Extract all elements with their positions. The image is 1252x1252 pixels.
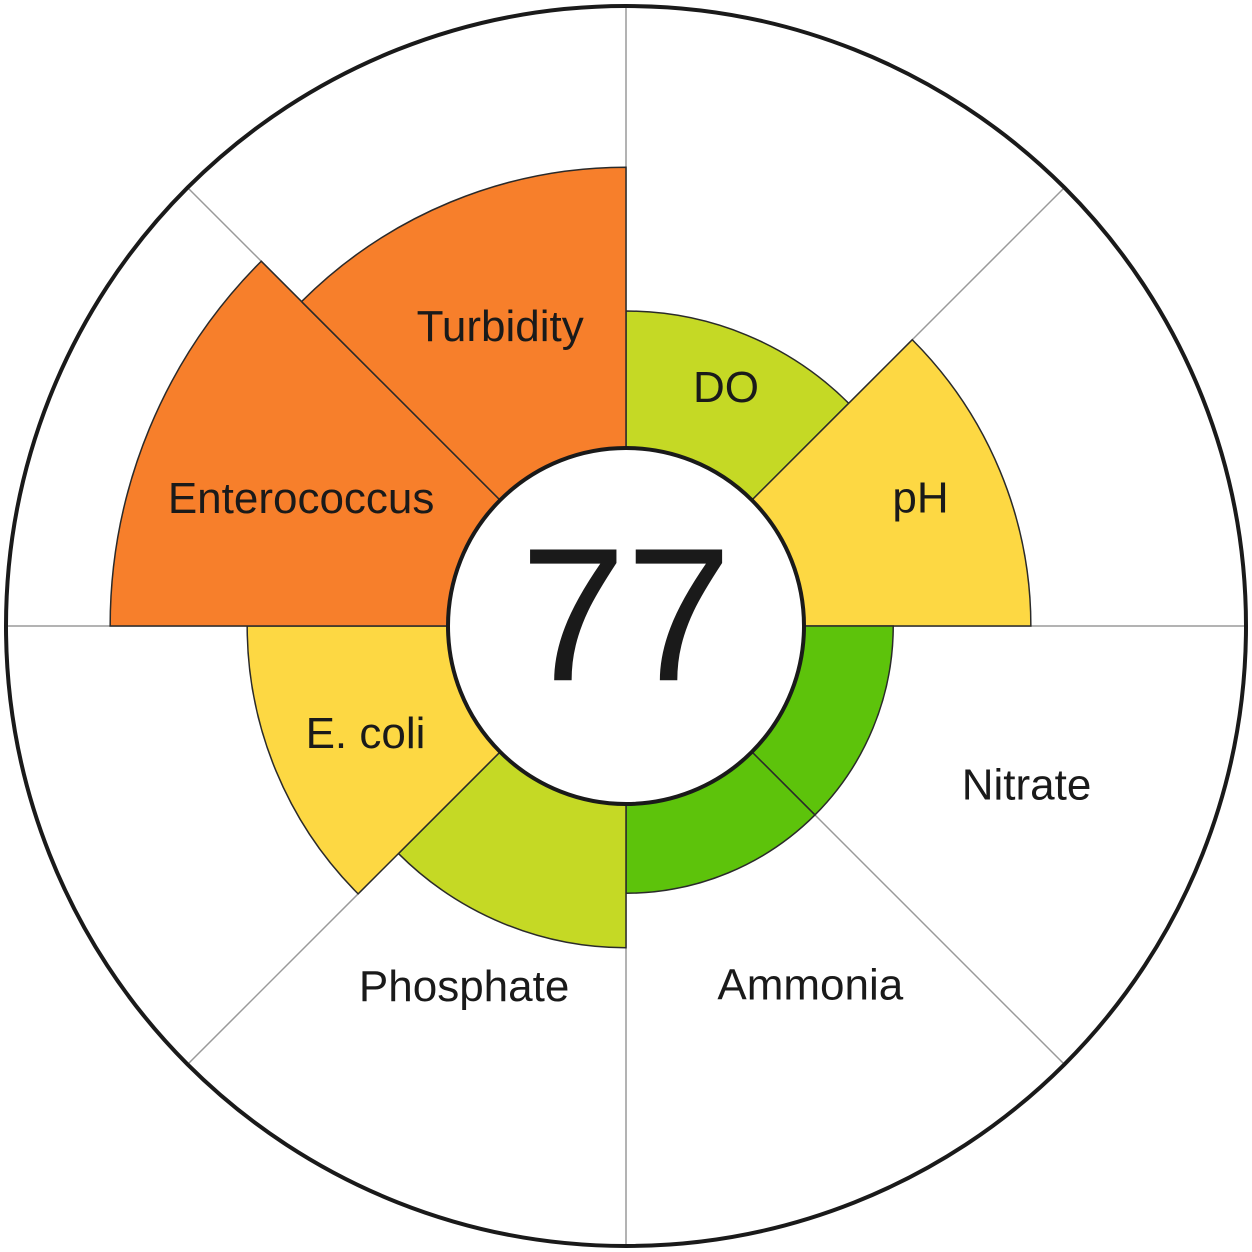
labels: DO pH Nitrate Ammonia Phosphate E. coli Entero…	[168, 302, 1092, 1011]
sector-label: E. coli	[306, 709, 426, 758]
sector-label: Enterococcus	[168, 474, 435, 523]
sector-label: Nitrate	[962, 760, 1092, 809]
sector-label: Ammonia	[717, 960, 903, 1009]
sector-label: Turbidity	[417, 302, 584, 351]
sector-label: Phosphate	[359, 962, 569, 1011]
center-hole	[446, 446, 806, 806]
outer-ring	[4, 4, 1248, 1248]
sector-label: DO	[693, 363, 759, 412]
score: 77	[520, 509, 731, 721]
sector-label: pH	[892, 474, 948, 523]
